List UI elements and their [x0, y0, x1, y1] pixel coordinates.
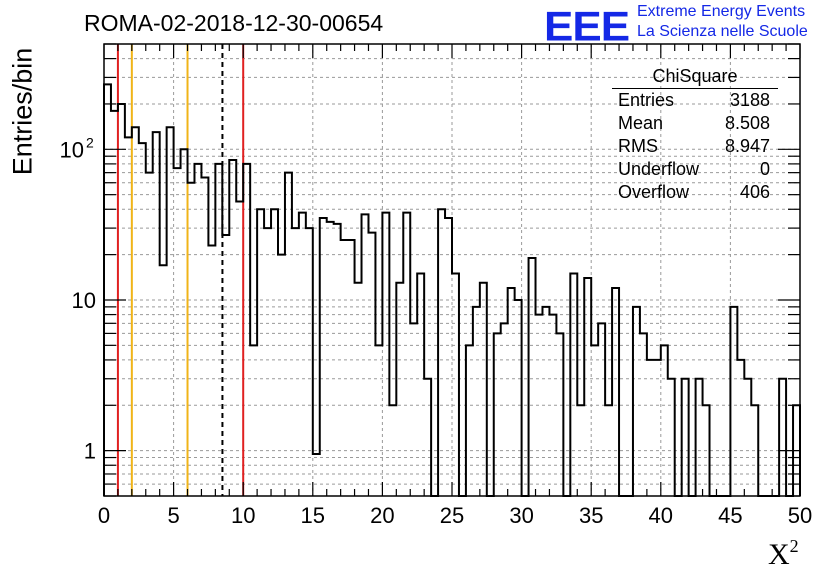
- logo-line-2: La Scienza nelle Scuole: [637, 23, 808, 40]
- statistics-box: ChiSquare Entries 3188 Mean 8.508 RMS 8.947…: [610, 66, 778, 204]
- y-tick-label: 1: [84, 439, 96, 464]
- x-tick-label: 25: [440, 503, 464, 528]
- y-axis-label: Entries/bin: [7, 47, 38, 176]
- stats-value: 3188: [729, 90, 770, 110]
- plot-title: ROMA-02-2018-12-30-00654: [84, 10, 384, 36]
- stats-value: 8.508: [724, 113, 770, 133]
- stats-row-mean: Mean 8.508: [610, 112, 778, 135]
- x-axis-label: X2: [768, 536, 799, 572]
- stats-value: 406: [739, 182, 770, 202]
- y-tick-label: 10: [72, 288, 96, 313]
- x-tick-label: 30: [509, 503, 533, 528]
- stats-value: 0: [759, 159, 770, 179]
- stats-label: Mean: [618, 113, 664, 133]
- logo-caption: Extreme Energy Events La Scienza nelle S…: [637, 2, 808, 42]
- x-tick-label: 50: [788, 503, 812, 528]
- x-axis-ticks: 0 5 10 15 20 25 30 35 40 45 50: [98, 44, 812, 528]
- stats-row-rms: RMS 8.947: [610, 135, 778, 158]
- reference-lines: [116, 44, 245, 496]
- x-tick-label: 45: [718, 503, 742, 528]
- stats-label: Overflow: [618, 182, 690, 202]
- stats-title: ChiSquare: [612, 66, 778, 89]
- x-tick-label: 10: [231, 503, 255, 528]
- y-tick-label: 10: [60, 137, 84, 162]
- stats-row-underflow: Underflow 0: [610, 158, 778, 181]
- eee-logo: EEE: [544, 3, 630, 50]
- x-tick-label: 0: [98, 503, 110, 528]
- x-tick-label: 35: [579, 503, 603, 528]
- stats-value: 8.947: [724, 136, 770, 156]
- x-tick-label: 15: [301, 503, 325, 528]
- x-tick-label: 5: [167, 503, 179, 528]
- stats-row-overflow: Overflow 406: [610, 181, 778, 204]
- x-axis-label-base: X: [768, 538, 790, 571]
- x-axis-label-superscript: 2: [789, 536, 799, 556]
- stats-label: Underflow: [618, 159, 700, 179]
- histogram-step-line: [103, 83, 801, 497]
- stats-label: Entries: [618, 90, 675, 110]
- x-tick-label: 20: [370, 503, 394, 528]
- stats-row-entries: Entries 3188: [610, 89, 778, 112]
- y-tick-exponent: 2: [86, 134, 94, 150]
- stats-label: RMS: [618, 136, 658, 156]
- logo-line-1: Extreme Energy Events: [637, 3, 806, 20]
- x-tick-label: 40: [649, 503, 673, 528]
